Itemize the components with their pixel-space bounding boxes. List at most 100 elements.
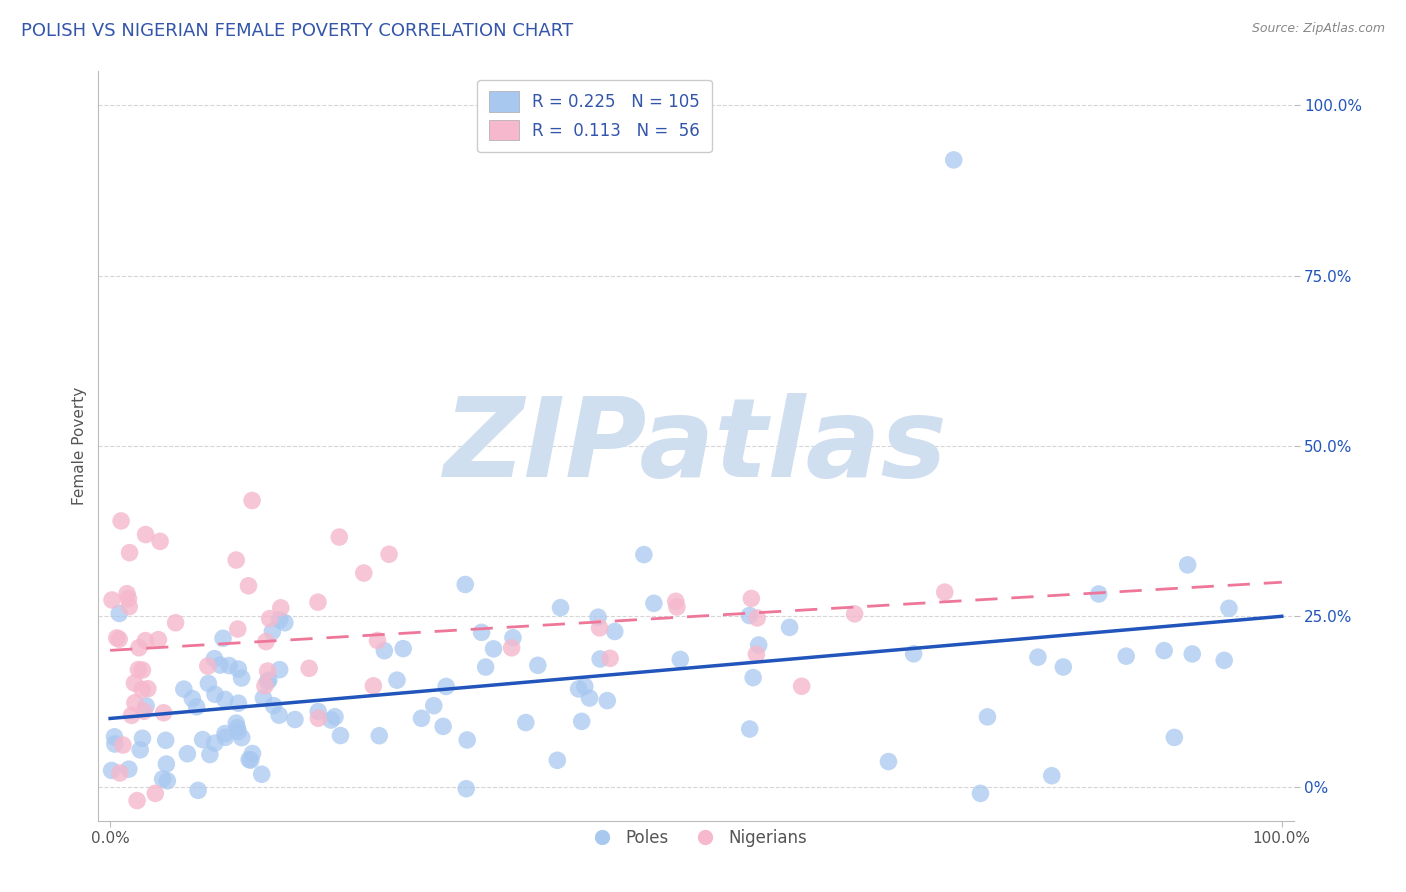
Point xyxy=(877,755,900,769)
Point xyxy=(105,631,128,645)
Point xyxy=(149,534,172,549)
Point xyxy=(250,767,273,781)
Point xyxy=(226,724,249,739)
Point xyxy=(392,641,415,656)
Point xyxy=(176,747,198,761)
Point xyxy=(574,679,596,693)
Point xyxy=(214,692,236,706)
Point xyxy=(115,587,138,601)
Point xyxy=(669,652,692,666)
Point xyxy=(152,706,174,720)
Point xyxy=(242,747,264,761)
Point xyxy=(284,713,307,727)
Point xyxy=(515,715,537,730)
Point xyxy=(121,708,143,723)
Text: POLISH VS NIGERIAN FEMALE POVERTY CORRELATION CHART: POLISH VS NIGERIAN FEMALE POVERTY CORREL… xyxy=(21,22,574,40)
Point xyxy=(103,730,125,744)
Point xyxy=(228,696,250,710)
Point xyxy=(226,721,249,735)
Point xyxy=(197,659,219,673)
Point xyxy=(1026,650,1049,665)
Point xyxy=(204,651,226,665)
Point xyxy=(101,593,124,607)
Point xyxy=(226,622,249,636)
Point xyxy=(108,607,131,621)
Point xyxy=(568,681,591,696)
Point xyxy=(482,641,505,656)
Point xyxy=(501,640,523,655)
Point xyxy=(1087,587,1109,601)
Point xyxy=(214,731,236,745)
Point xyxy=(1218,601,1240,615)
Point xyxy=(254,634,277,648)
Point xyxy=(368,729,391,743)
Point xyxy=(131,682,153,697)
Point xyxy=(298,661,321,675)
Point xyxy=(197,676,219,690)
Point xyxy=(155,757,177,772)
Point xyxy=(270,600,292,615)
Point xyxy=(191,732,214,747)
Point xyxy=(742,671,765,685)
Point xyxy=(745,647,768,661)
Point xyxy=(204,736,226,750)
Point xyxy=(373,644,395,658)
Point xyxy=(148,632,170,647)
Point xyxy=(155,733,177,747)
Point xyxy=(108,766,131,780)
Point xyxy=(366,633,388,648)
Point xyxy=(231,671,253,685)
Point xyxy=(976,710,998,724)
Point xyxy=(328,530,350,544)
Point xyxy=(588,621,610,635)
Point xyxy=(1163,731,1185,745)
Legend: Poles, Nigerians: Poles, Nigerians xyxy=(578,822,814,854)
Point xyxy=(969,786,991,800)
Point xyxy=(353,566,375,580)
Point xyxy=(1052,660,1074,674)
Point xyxy=(117,591,139,606)
Point xyxy=(603,624,626,639)
Point xyxy=(738,608,761,623)
Point xyxy=(432,719,454,733)
Point xyxy=(238,579,260,593)
Point xyxy=(127,794,149,808)
Point xyxy=(790,679,813,693)
Point xyxy=(136,681,159,696)
Text: Source: ZipAtlas.com: Source: ZipAtlas.com xyxy=(1251,22,1385,36)
Point xyxy=(228,662,250,676)
Point xyxy=(423,698,446,713)
Point xyxy=(186,699,208,714)
Point xyxy=(378,547,401,561)
Point xyxy=(269,613,291,627)
Point xyxy=(471,625,494,640)
Point xyxy=(454,577,477,591)
Point xyxy=(118,546,141,560)
Point xyxy=(747,611,769,625)
Point xyxy=(118,599,141,614)
Point xyxy=(131,663,153,677)
Point xyxy=(198,747,221,762)
Point xyxy=(214,726,236,740)
Point xyxy=(263,698,285,713)
Point xyxy=(456,733,478,747)
Point xyxy=(502,631,524,645)
Point xyxy=(363,679,385,693)
Point xyxy=(474,660,496,674)
Y-axis label: Female Poverty: Female Poverty xyxy=(72,387,87,505)
Point xyxy=(411,711,433,725)
Point xyxy=(173,682,195,697)
Point xyxy=(571,714,593,729)
Point xyxy=(1153,643,1175,657)
Point xyxy=(257,673,280,687)
Point xyxy=(934,585,956,599)
Point xyxy=(253,679,276,693)
Point xyxy=(665,599,688,614)
Point xyxy=(1040,769,1063,783)
Point xyxy=(633,548,655,562)
Point xyxy=(134,704,156,718)
Point xyxy=(252,691,274,706)
Point xyxy=(578,691,600,706)
Point xyxy=(307,711,329,725)
Point xyxy=(156,773,179,788)
